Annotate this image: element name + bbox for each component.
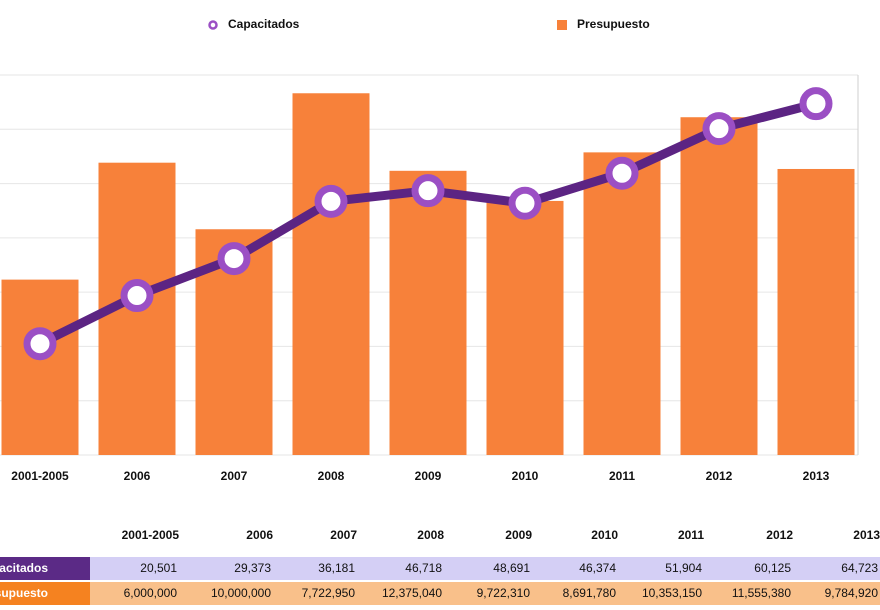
table-row-label-cell [0, 582, 90, 605]
table-cell: 46,718 [405, 561, 442, 575]
table-cell: 20,501 [140, 561, 177, 575]
x-tick-label: 2007 [221, 469, 248, 483]
table-cell: 6,000,000 [124, 586, 178, 600]
marker [411, 174, 445, 208]
table-cell: 12,375,040 [382, 586, 442, 600]
table-header: 2006 [246, 528, 273, 542]
bar [777, 168, 855, 456]
x-tick-label: 2010 [512, 469, 539, 483]
marker [314, 184, 348, 218]
table-cell: 46,374 [579, 561, 616, 575]
table-cell: 11,555,380 [732, 586, 791, 600]
bar [389, 170, 467, 456]
table-row-label: Presupuesto [0, 586, 48, 600]
table-row-label: Capacitados [0, 561, 48, 575]
table-row-label-cell [0, 557, 90, 580]
table-cell: 48,691 [493, 561, 530, 575]
marker [799, 87, 833, 121]
table-header: 2011 [678, 528, 704, 542]
bar [583, 152, 661, 456]
x-tick-label: 2013 [803, 469, 830, 483]
table-row [0, 582, 880, 605]
table-header: 2013 [853, 528, 880, 542]
bar [1, 279, 79, 455]
x-tick-label: 2001-2005 [11, 469, 69, 483]
table-cell: 9,722,310 [477, 586, 531, 600]
bar [486, 200, 564, 455]
table-cell: 60,125 [754, 561, 791, 575]
table-header: 2001-2005 [122, 528, 180, 542]
marker [23, 327, 57, 361]
table-cell: 10,000,000 [211, 586, 271, 600]
table-row [0, 557, 880, 580]
x-tick-label: 2011 [609, 469, 635, 483]
table-cell: 10,353,150 [642, 586, 702, 600]
table-cell: 7,722,950 [302, 586, 356, 600]
marker [120, 279, 154, 313]
marker [217, 242, 251, 276]
table-cell: 9,784,920 [825, 586, 879, 600]
table-header: 2009 [505, 528, 532, 542]
x-tick-label: 2009 [415, 469, 442, 483]
table-cell: 51,904 [665, 561, 702, 575]
table-cell: 64,723 [841, 561, 878, 575]
legend-label: Presupuesto [577, 17, 650, 31]
table-cell: 29,373 [234, 561, 271, 575]
x-tick-label: 2008 [318, 469, 345, 483]
marker [702, 112, 736, 146]
legend-label: Capacitados [228, 17, 300, 31]
marker [605, 156, 639, 190]
table-cell: 36,181 [318, 561, 355, 575]
bar [680, 117, 758, 455]
x-tick-label: 2012 [706, 469, 733, 483]
table-header: 2012 [766, 528, 793, 542]
bar [292, 93, 370, 455]
table-cell: 8,691,780 [563, 586, 617, 600]
marker [508, 186, 542, 220]
legend-marker [208, 20, 218, 30]
x-tick-label: 2006 [124, 469, 151, 483]
table-header: 2007 [330, 528, 357, 542]
table-header: 2010 [591, 528, 618, 542]
legend-marker [557, 20, 567, 30]
table-header: 2008 [417, 528, 444, 542]
